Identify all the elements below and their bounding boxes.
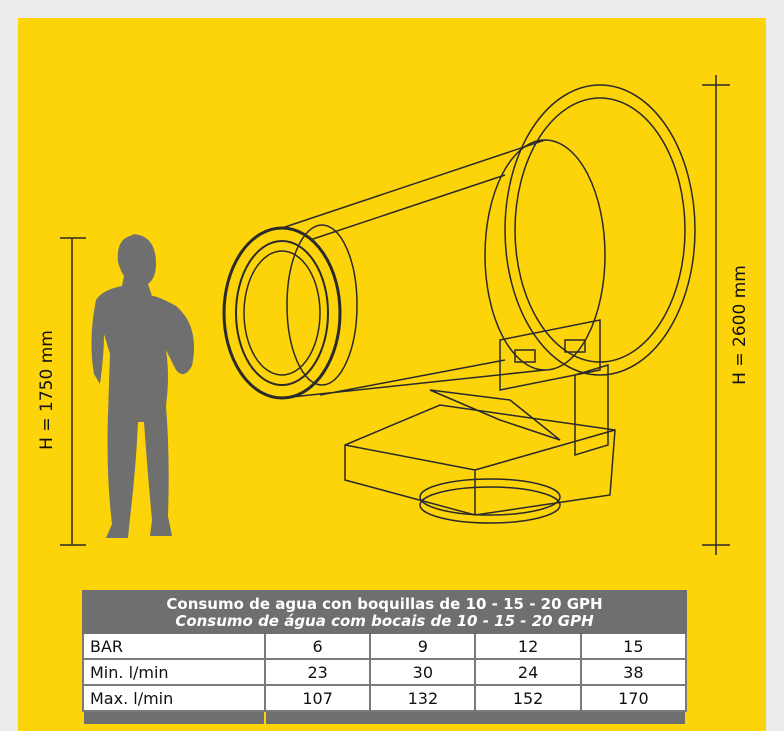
- table-cell: 12: [475, 633, 580, 659]
- dimension-line: [60, 238, 86, 545]
- table-header: Consumo de agua con boquillas de 10 - 15…: [83, 591, 686, 633]
- table-cell: 6: [265, 633, 370, 659]
- table-cell: 15: [581, 633, 686, 659]
- table-cell: 38: [581, 659, 686, 685]
- table-cell: 24: [475, 659, 580, 685]
- table-title: Consumo de agua con boquillas de 10 - 15…: [84, 596, 685, 613]
- table-cell: 152: [475, 685, 580, 711]
- table-cell: Max. l/min: [83, 685, 265, 711]
- table-cell: 107: [265, 685, 370, 711]
- table-cell: 132: [370, 685, 475, 711]
- height-label: H = 1750 mm: [37, 330, 57, 450]
- table-footer: [83, 711, 686, 725]
- table-cell: 30: [370, 659, 475, 685]
- cannon-drawing: [224, 85, 695, 523]
- person-silhouette: [91, 234, 194, 538]
- consumption-table: Consumo de agua con boquillas de 10 - 15…: [82, 590, 687, 726]
- table-cell: 170: [581, 685, 686, 711]
- table-cell: 23: [265, 659, 370, 685]
- footer-cell: [83, 711, 265, 725]
- dimension-line: [702, 75, 730, 555]
- page: H = 1750 mm H = 2600 mm Consumo de agua …: [0, 0, 784, 731]
- table-cell: Min. l/min: [83, 659, 265, 685]
- table-cell: 9: [370, 633, 475, 659]
- table-subtitle: Consumo de água com bocais de 10 - 15 - …: [84, 613, 685, 630]
- table-cell: BAR: [83, 633, 265, 659]
- height-label: H = 2600 mm: [730, 265, 750, 385]
- footer-cell: [265, 711, 686, 725]
